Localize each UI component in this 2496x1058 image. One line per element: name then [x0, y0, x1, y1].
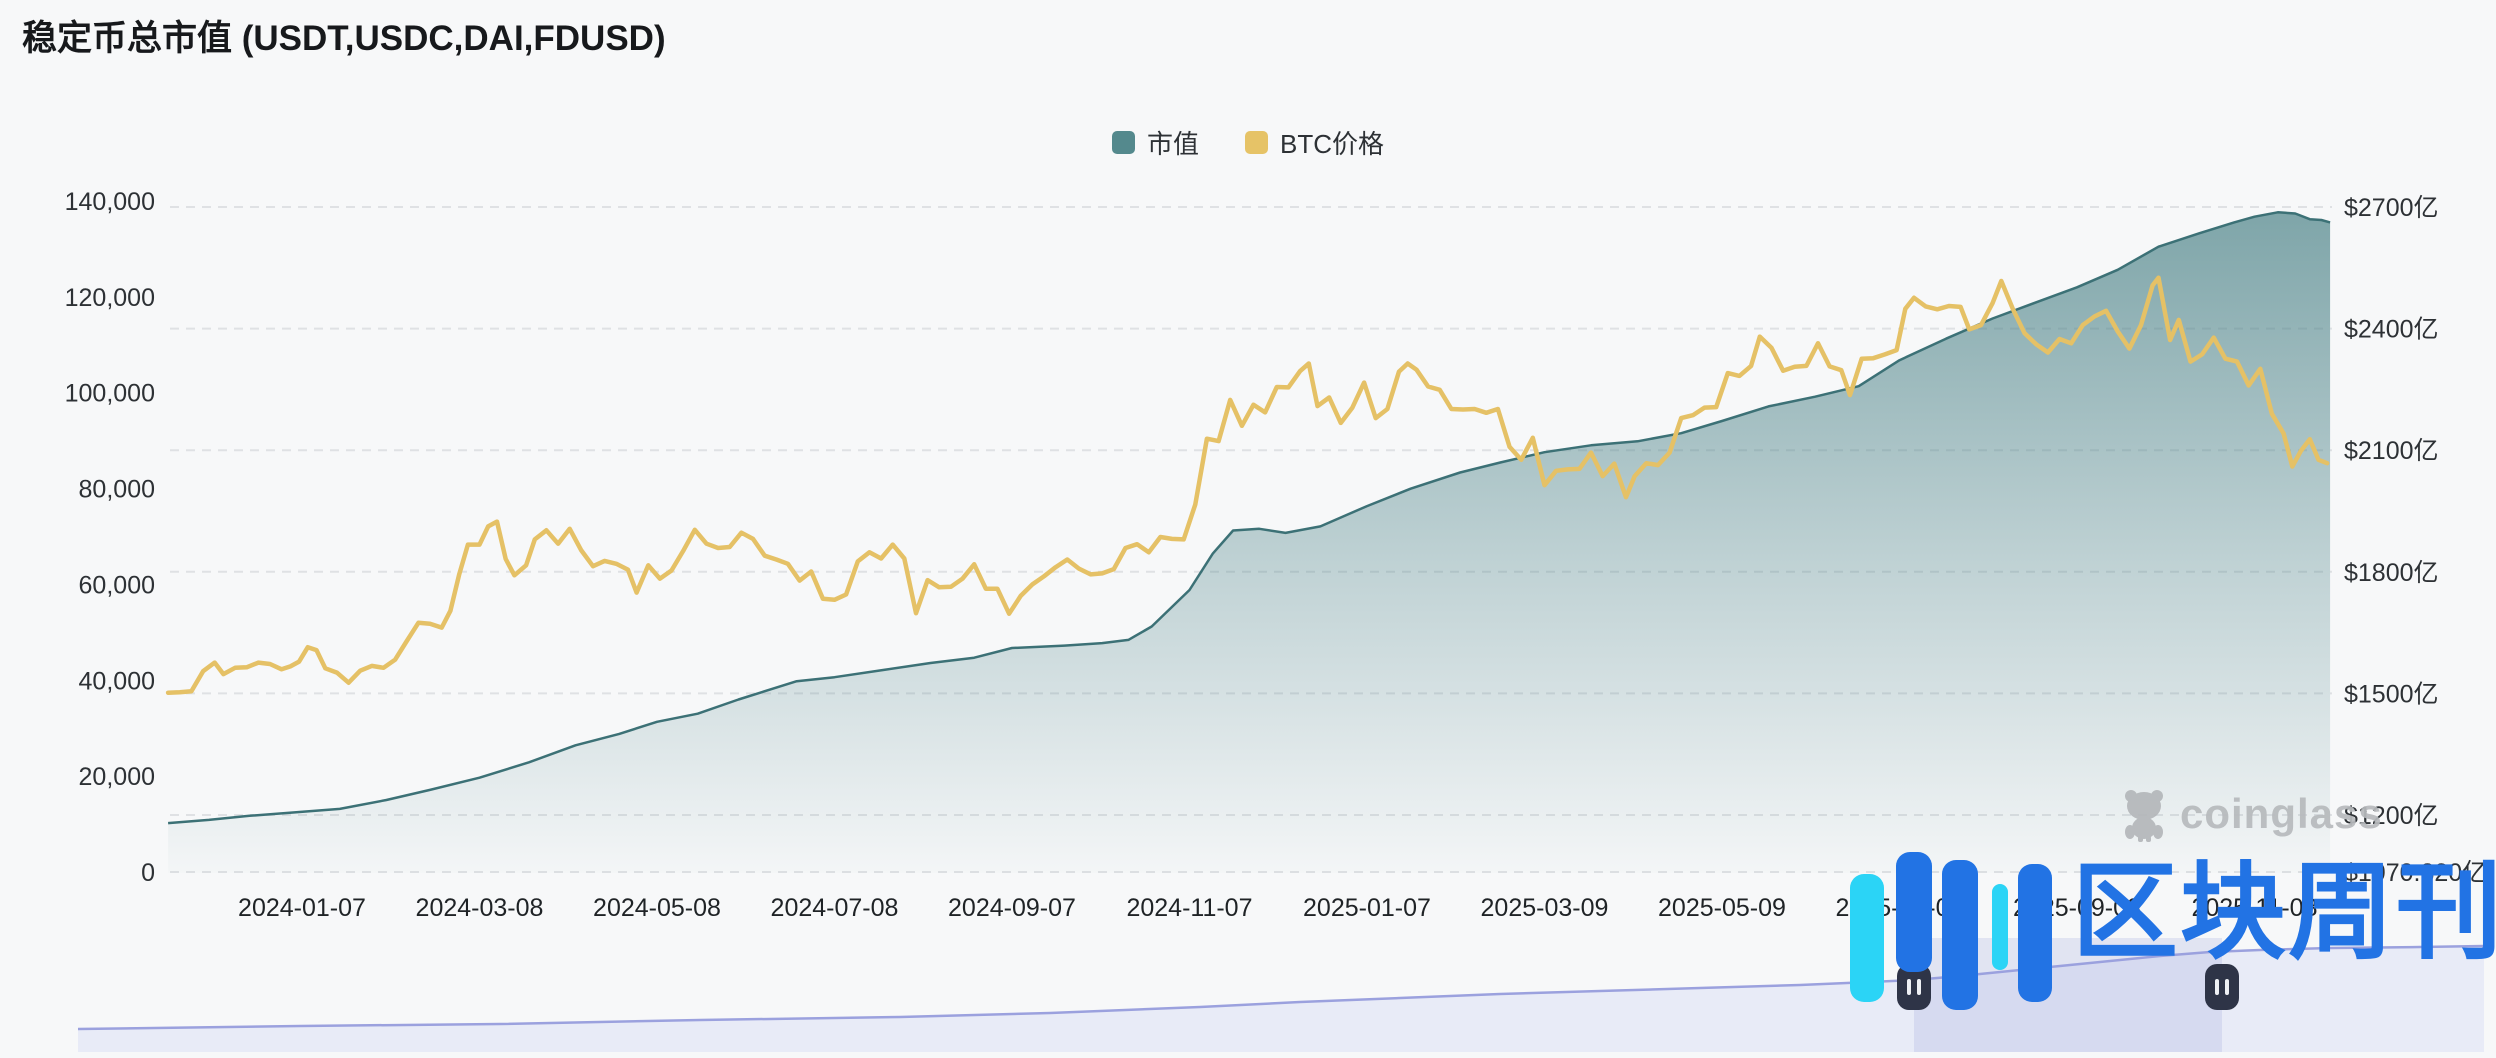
y-axis-left-tick-label: 80,000	[79, 476, 155, 504]
btc-price-legend-swatch-icon	[1245, 131, 1268, 154]
y-axis-right-tick-label: $1500亿	[2344, 680, 2439, 708]
x-axis-tick-label: 2024-07-08	[771, 894, 899, 922]
coinglass-watermark-label: coinglass	[2180, 790, 2383, 837]
btc-price-line-series	[165, 275, 2330, 695]
coinglass-mascot-icon	[2125, 790, 2163, 842]
legend-item-marketcap[interactable]: 市值	[1111, 124, 1199, 161]
marketcap-line-series	[168, 211, 2331, 825]
y-axis-left-tick-label: 140,000	[65, 188, 155, 216]
y-axis-left-tick-label: 20,000	[79, 763, 155, 791]
legend-label: BTC价格	[1280, 129, 1385, 159]
y-axis-right-tick-label: $2100亿	[2344, 437, 2439, 465]
legend-item-btc-price[interactable]: BTC价格	[1245, 124, 1384, 161]
y-axis-right-tick-label: $1800亿	[2344, 559, 2439, 587]
y-axis-right-tick-label: $2700亿	[2344, 194, 2439, 222]
block-weekly-logo-icon	[1850, 846, 2062, 1014]
x-axis-tick-label: 2024-05-08	[593, 894, 721, 922]
navigator-line	[77, 944, 2485, 1031]
y-axis-left-tick-label: 120,000	[65, 284, 155, 312]
y-axis-right-tick-label: $2400亿	[2344, 316, 2439, 344]
legend-label: 市值	[1146, 129, 1199, 159]
y-axis-right-min-label: $1070.820亿	[2344, 859, 2487, 887]
x-axis-tick-label: 2025-05-09	[1658, 894, 1786, 922]
chart-legend: 市值 BTC价格	[0, 124, 2496, 161]
marketcap-area-series	[168, 212, 2331, 874]
marketcap-legend-swatch-icon	[1111, 131, 1135, 154]
y-axis-left-tick-label: 0	[141, 859, 155, 887]
x-axis-tick-label: 2024-01-07	[238, 894, 366, 922]
navigator-right-handle[interactable]	[2205, 964, 2239, 1010]
y-axis-right-tick-label: $1200亿	[2344, 802, 2439, 830]
coinglass-watermark: coinglass	[2118, 786, 2383, 842]
y-axis-left-tick-label: 40,000	[79, 667, 155, 695]
navigator-area	[78, 946, 2484, 1052]
y-axis-left-tick-label: 60,000	[79, 571, 155, 599]
page-title: 稳定币总市值 (USDT,USDC,DAI,FDUSD)	[22, 19, 666, 58]
x-axis-tick-label: 2024-09-07	[948, 894, 1076, 922]
block-weekly-logo-text: 区块周刊	[2072, 854, 2496, 972]
x-axis-tick-label: 2025-11-08	[2191, 894, 2317, 922]
x-axis-tick-label: 2025-01-07	[1303, 894, 1431, 922]
x-axis-tick-label: 2024-03-08	[416, 894, 544, 922]
x-axis-tick-label: 2024-11-07	[1126, 894, 1252, 922]
block-weekly-logo: 区块周刊	[1850, 846, 2496, 1014]
x-axis-tick-label: 2025-03-09	[1481, 894, 1609, 922]
y-axis-left-tick-label: 100,000	[65, 380, 155, 408]
